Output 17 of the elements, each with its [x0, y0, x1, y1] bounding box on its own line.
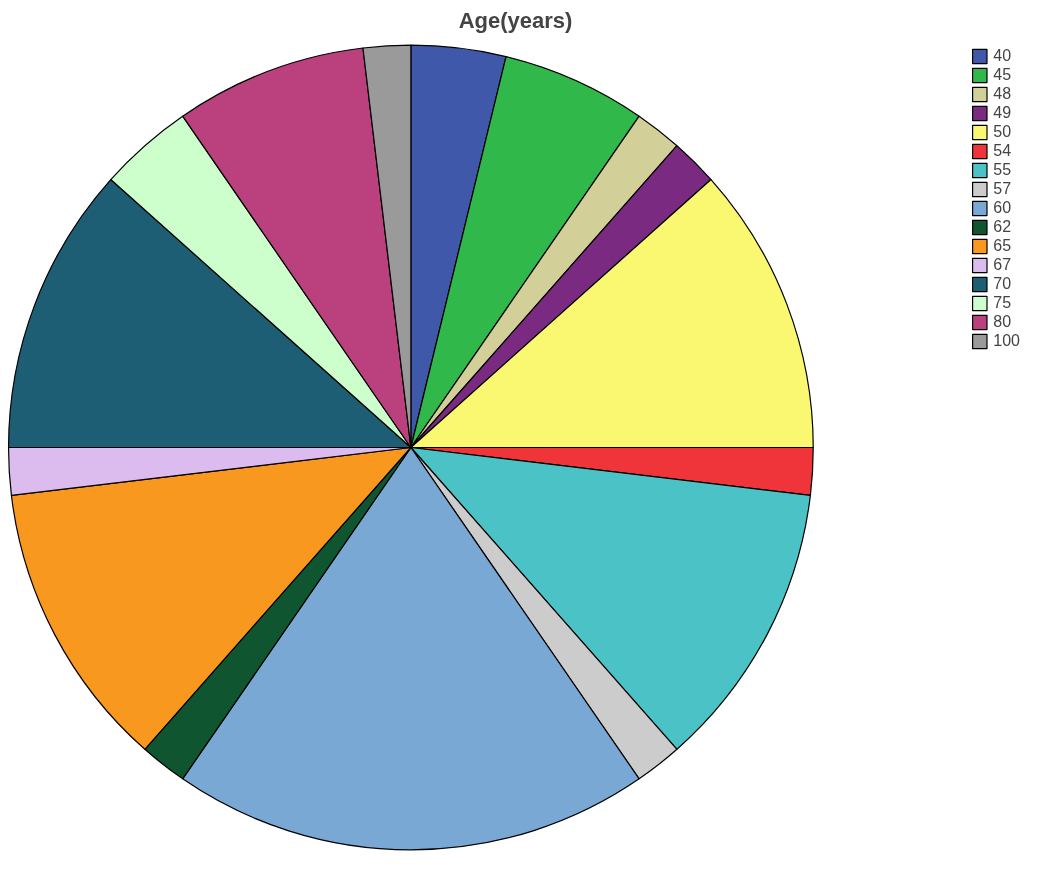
legend-label: 45	[993, 66, 1013, 84]
legend-label: 55	[993, 161, 1013, 179]
legend-label: 54	[993, 142, 1013, 160]
legend-label: 80	[993, 313, 1013, 331]
legend-label: 67	[993, 256, 1013, 274]
legend-label: 50	[993, 123, 1013, 141]
legend-label: 70	[993, 275, 1013, 293]
legend-label: 75	[993, 294, 1013, 312]
legend-label: 57	[993, 180, 1013, 198]
legend-label: 100	[993, 332, 1020, 350]
legend-label: 60	[993, 199, 1013, 217]
legend-label: 65	[993, 237, 1013, 255]
legend-label: 48	[993, 85, 1013, 103]
legend-label: 40	[993, 47, 1013, 65]
chart-title: Age(years)	[458, 7, 573, 33]
legend-label: 62	[993, 218, 1013, 236]
legend-label: 49	[993, 104, 1013, 122]
